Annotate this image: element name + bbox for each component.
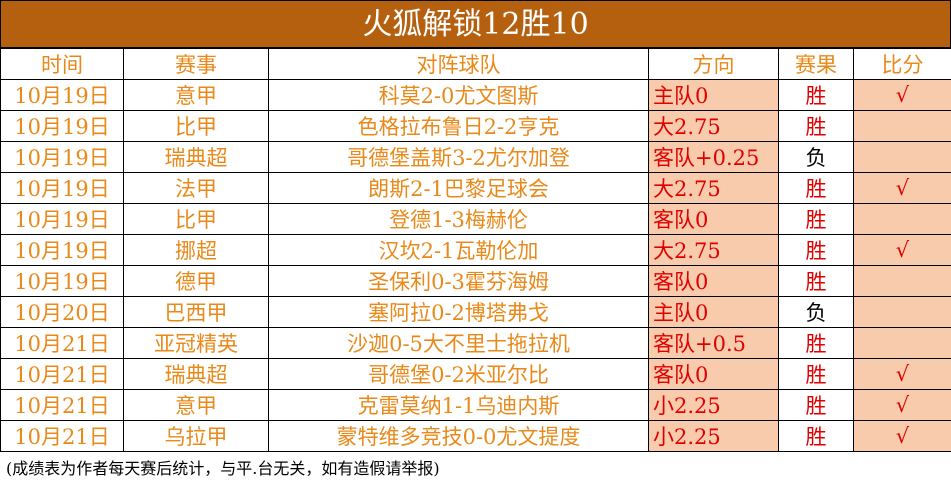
result: 胜 [779,390,854,421]
score: √ [854,235,951,266]
league: 比甲 [124,204,269,235]
header-cell: 对阵球队 [269,49,649,80]
header-cell: 赛果 [779,49,854,80]
result: 胜 [779,235,854,266]
score [854,297,951,328]
direction: 主队0 [649,80,779,111]
score: √ [854,80,951,111]
header-row: 时间赛事对阵球队方向赛果比分 [1,49,951,80]
time: 10月19日 [1,173,124,204]
time: 10月21日 [1,421,124,452]
league: 巴西甲 [124,297,269,328]
result: 胜 [779,111,854,142]
match: 科莫2-0尤文图斯 [269,80,649,111]
league: 法甲 [124,173,269,204]
direction: 大2.75 [649,111,779,142]
header-cell: 比分 [854,49,951,80]
header-cell: 方向 [649,49,779,80]
score [854,204,951,235]
league: 意甲 [124,390,269,421]
result: 胜 [779,80,854,111]
time: 10月19日 [1,111,124,142]
match: 塞阿拉0-2博塔弗戈 [269,297,649,328]
league: 乌拉甲 [124,421,269,452]
match: 汉坎2-1瓦勒伦加 [269,235,649,266]
direction: 客队0 [649,359,779,390]
score [854,111,951,142]
time: 10月19日 [1,142,124,173]
result: 胜 [779,421,854,452]
league: 意甲 [124,80,269,111]
match: 沙迦0-5大不里士拖拉机 [269,328,649,359]
direction: 主队0 [649,297,779,328]
match: 圣保利0-3霍芬海姆 [269,266,649,297]
direction: 客队+0.5 [649,328,779,359]
score: √ [854,390,951,421]
league: 比甲 [124,111,269,142]
result: 负 [779,297,854,328]
score [854,266,951,297]
result: 负 [779,142,854,173]
league: 瑞典超 [124,142,269,173]
score: √ [854,359,951,390]
header-cell: 赛事 [124,49,269,80]
direction: 小2.25 [649,421,779,452]
direction: 大2.75 [649,173,779,204]
league: 德甲 [124,266,269,297]
direction: 客队+0.25 [649,142,779,173]
time: 10月21日 [1,390,124,421]
match: 哥德堡0-2米亚尔比 [269,359,649,390]
direction: 大2.75 [649,235,779,266]
time: 10月20日 [1,297,124,328]
result: 胜 [779,328,854,359]
time: 10月21日 [1,359,124,390]
score [854,142,951,173]
time: 10月19日 [1,235,124,266]
time: 10月19日 [1,204,124,235]
result: 胜 [779,359,854,390]
match: 色格拉布鲁日2-2亨克 [269,111,649,142]
direction: 小2.25 [649,390,779,421]
match: 蒙特维多竞技0-0尤文提度 [269,421,649,452]
header-cell: 时间 [1,49,124,80]
time: 10月19日 [1,80,124,111]
match: 登德1-3梅赫伦 [269,204,649,235]
result: 胜 [779,266,854,297]
time: 10月21日 [1,328,124,359]
direction: 客队0 [649,266,779,297]
match: 克雷莫纳1-1乌迪内斯 [269,390,649,421]
league: 瑞典超 [124,359,269,390]
score: √ [854,421,951,452]
league: 亚冠精英 [124,328,269,359]
result: 胜 [779,173,854,204]
score [854,328,951,359]
match: 朗斯2-1巴黎足球会 [269,173,649,204]
score: √ [854,173,951,204]
league: 挪超 [124,235,269,266]
match: 哥德堡盖斯3-2尤尔加登 [269,142,649,173]
title: 火狐解锁12胜10 [0,0,951,48]
direction: 客队0 [649,204,779,235]
time: 10月19日 [1,266,124,297]
footer-note: (成绩表为作者每天赛后统计，与平.台无关，如有造假请举报) [0,452,951,482]
result: 胜 [779,204,854,235]
